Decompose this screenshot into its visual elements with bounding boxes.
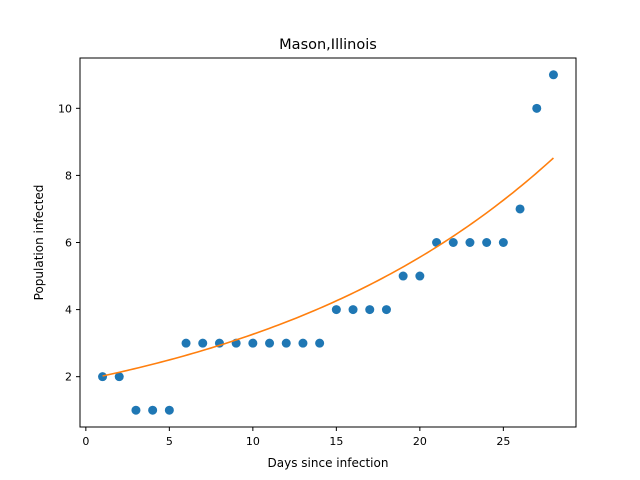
data-point bbox=[548, 70, 558, 80]
data-point bbox=[164, 405, 174, 415]
data-point bbox=[331, 305, 341, 315]
data-point bbox=[532, 103, 542, 113]
data-point bbox=[131, 405, 141, 415]
y-tick-label: 2 bbox=[65, 371, 72, 384]
y-tick-label: 8 bbox=[65, 169, 72, 182]
data-point bbox=[415, 271, 425, 281]
y-axis-label: Population infected bbox=[32, 185, 46, 301]
plot-marks bbox=[98, 70, 558, 415]
data-point bbox=[148, 405, 158, 415]
axes-frame bbox=[79, 57, 577, 428]
y-tick-label: 4 bbox=[65, 304, 72, 317]
axis-ticks: 0 5 10 15 20 25 2 4 6 8 10 bbox=[58, 102, 510, 448]
y-tick-label: 10 bbox=[58, 102, 72, 115]
data-point bbox=[265, 338, 275, 348]
data-point bbox=[465, 238, 475, 247]
data-point bbox=[398, 271, 408, 281]
data-point bbox=[482, 238, 492, 247]
data-point bbox=[198, 338, 208, 348]
y-tick-label: 6 bbox=[65, 237, 72, 250]
data-point bbox=[298, 338, 308, 348]
x-tick-label: 10 bbox=[246, 435, 260, 448]
data-point bbox=[515, 204, 525, 214]
x-tick-label: 15 bbox=[329, 435, 343, 448]
data-point bbox=[448, 238, 458, 247]
data-point bbox=[98, 372, 108, 382]
data-point bbox=[315, 338, 325, 348]
data-point bbox=[365, 305, 375, 315]
data-point bbox=[114, 372, 124, 382]
data-point bbox=[498, 238, 508, 247]
data-point bbox=[248, 338, 258, 348]
data-point bbox=[381, 305, 391, 315]
data-point bbox=[281, 338, 291, 348]
chart-title: Mason,Illinois bbox=[279, 37, 377, 53]
x-tick-label: 0 bbox=[82, 435, 89, 448]
fit-curve bbox=[102, 157, 554, 377]
data-point bbox=[348, 305, 358, 315]
data-point bbox=[181, 338, 191, 348]
x-tick-label: 25 bbox=[496, 435, 510, 448]
x-tick-label: 20 bbox=[413, 435, 427, 448]
x-tick-label: 5 bbox=[166, 435, 173, 448]
x-axis-label: Days since infection bbox=[268, 456, 389, 470]
